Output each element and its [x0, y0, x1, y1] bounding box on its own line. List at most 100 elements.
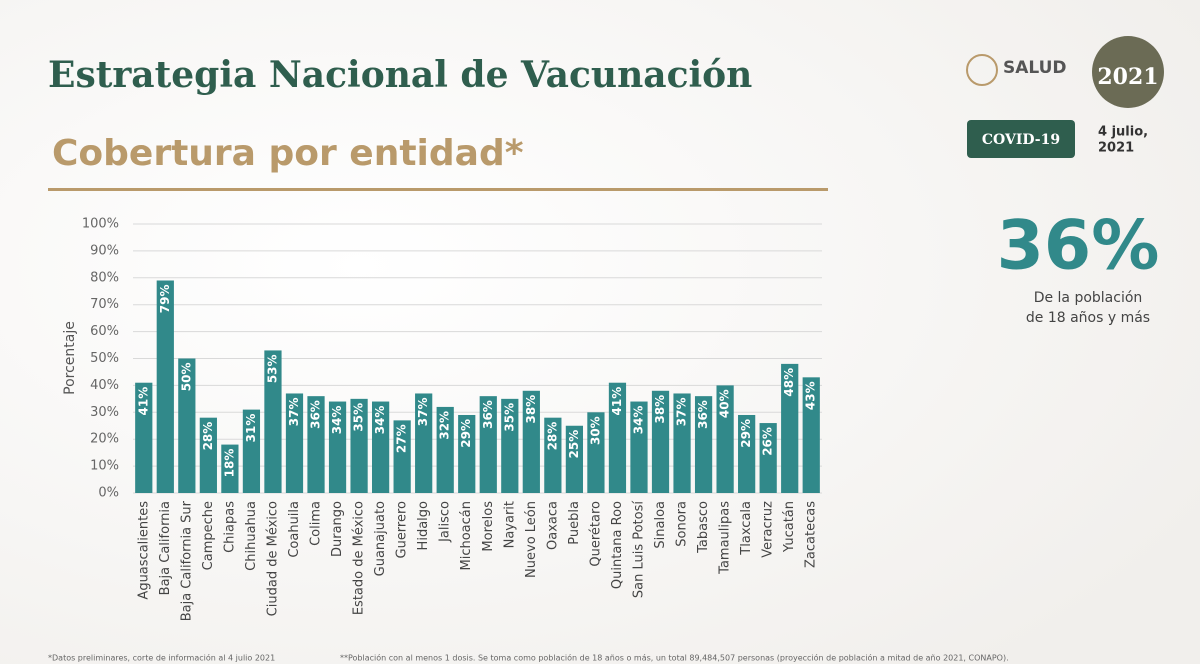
bar: [651, 390, 670, 493]
bar: [135, 382, 153, 493]
bar: [781, 363, 799, 493]
bar-value-label: 34%: [631, 406, 645, 435]
date: 2021: [1098, 141, 1134, 156]
slide-title: Estrategia Nacional de Vacunación: [48, 54, 752, 96]
bar: [630, 401, 648, 493]
y-tick-label: 50%: [90, 351, 119, 366]
salud-logo: SALUD: [1003, 58, 1067, 78]
slide-subtitle: Cobertura por entidad*: [52, 133, 524, 174]
divider: [48, 188, 828, 191]
x-tick-label: Hidalgo: [416, 501, 431, 550]
bar-value-label: 28%: [545, 422, 559, 451]
bar: [156, 280, 174, 493]
x-tick-label: Oaxaca: [545, 501, 560, 550]
bar: [221, 444, 239, 493]
bar-value-label: 79%: [158, 284, 172, 313]
bar: [673, 393, 691, 493]
x-tick-label: Coahuila: [287, 501, 302, 558]
bar-value-label: 37%: [416, 397, 430, 426]
x-tick-label: Aguascalientes: [136, 501, 151, 600]
x-tick-label: Nuevo León: [524, 501, 539, 578]
date: 4 julio,: [1098, 125, 1148, 140]
x-tick-label: Durango: [330, 501, 345, 557]
x-tick-label: Baja California Sur: [179, 500, 194, 621]
x-tick-label: Campeche: [201, 501, 216, 570]
x-tick-label: Tlaxcala: [739, 501, 754, 556]
x-tick-label: Zacatecas: [804, 501, 819, 568]
y-tick-label: 20%: [90, 432, 119, 447]
bar-value-label: 41%: [610, 387, 624, 416]
x-tick-label: Sinaloa: [653, 501, 668, 549]
footnote: *Datos preliminares, corte de informació…: [48, 653, 275, 663]
bar-value-label: 32%: [438, 411, 452, 440]
bar: [565, 425, 584, 493]
bar: [199, 417, 217, 493]
x-tick-label: Jalisco: [438, 501, 453, 543]
bar-value-label: 29%: [739, 419, 753, 448]
x-tick-label: Puebla: [567, 501, 582, 545]
x-tick-label: Guanajuato: [373, 501, 388, 576]
year-emblem: [1092, 36, 1164, 108]
bar: [759, 423, 777, 493]
bar-value-label: 26%: [761, 427, 775, 456]
x-tick-label: Tabasco: [696, 501, 711, 554]
bar-value-label: 37%: [287, 397, 301, 426]
headline-caption: de 18 años y más: [1026, 310, 1150, 326]
bar-value-label: 43%: [804, 381, 818, 410]
bar: [264, 350, 282, 493]
bar-value-label: 50%: [179, 363, 193, 392]
bar-value-label: 34%: [373, 406, 387, 435]
x-tick-label: Veracruz: [761, 501, 776, 558]
bar-value-label: 35%: [352, 403, 366, 432]
bar-value-label: 38%: [524, 395, 538, 424]
bar: [178, 358, 196, 493]
bar-value-label: 27%: [395, 424, 409, 453]
x-tick-label: Ciudad de México: [265, 501, 280, 616]
bar: [242, 409, 261, 493]
badge: COVID-19: [982, 132, 1060, 148]
x-tick-label: Querétaro: [588, 501, 603, 567]
y-axis-label: Porcentaje: [62, 321, 78, 395]
bar: [371, 401, 390, 493]
salud-emblem: [966, 54, 998, 86]
y-tick-label: 40%: [90, 378, 119, 393]
bar-value-label: 28%: [201, 422, 215, 451]
x-tick-label: Baja California: [158, 501, 173, 595]
x-tick-label: Tamaulipas: [718, 501, 733, 575]
bar: [350, 398, 368, 493]
bar: [307, 396, 325, 493]
bar: [587, 412, 605, 493]
bar-value-label: 34%: [330, 406, 344, 435]
bar-value-label: 36%: [481, 400, 495, 429]
bar-value-label: 40%: [718, 389, 732, 418]
footnote: **Población con al menos 1 dosis. Se tom…: [340, 653, 1009, 663]
bar: [608, 382, 627, 493]
x-tick-label: Quintana Roo: [610, 501, 625, 589]
x-tick-label: Chihuahua: [244, 501, 259, 571]
y-tick-label: 70%: [90, 297, 119, 312]
bar: [458, 414, 476, 493]
x-tick-label: Michoacán: [459, 501, 474, 571]
bar-value-label: 41%: [136, 387, 150, 416]
bar-value-label: 25%: [567, 430, 581, 459]
badge-bg: [967, 120, 1075, 158]
bar: [328, 401, 347, 493]
bar-value-label: 36%: [309, 400, 323, 429]
x-tick-label: Colima: [309, 501, 324, 546]
bar-value-label: 48%: [782, 368, 796, 397]
bar-value-label: 37%: [675, 397, 689, 426]
headline-value: 36%: [997, 207, 1160, 286]
y-tick-label: 30%: [90, 405, 119, 420]
bar: [501, 398, 519, 493]
bar: [802, 377, 820, 493]
year-logo: 2021: [1097, 64, 1158, 90]
bar: [738, 414, 756, 493]
bar: [285, 393, 304, 493]
bar-value-label: 36%: [696, 400, 710, 429]
x-tick-label: Guerrero: [395, 501, 410, 559]
y-tick-label: 60%: [90, 324, 119, 339]
bar: [393, 420, 411, 493]
y-tick-label: 0%: [98, 486, 119, 501]
y-tick-label: 100%: [82, 217, 119, 232]
